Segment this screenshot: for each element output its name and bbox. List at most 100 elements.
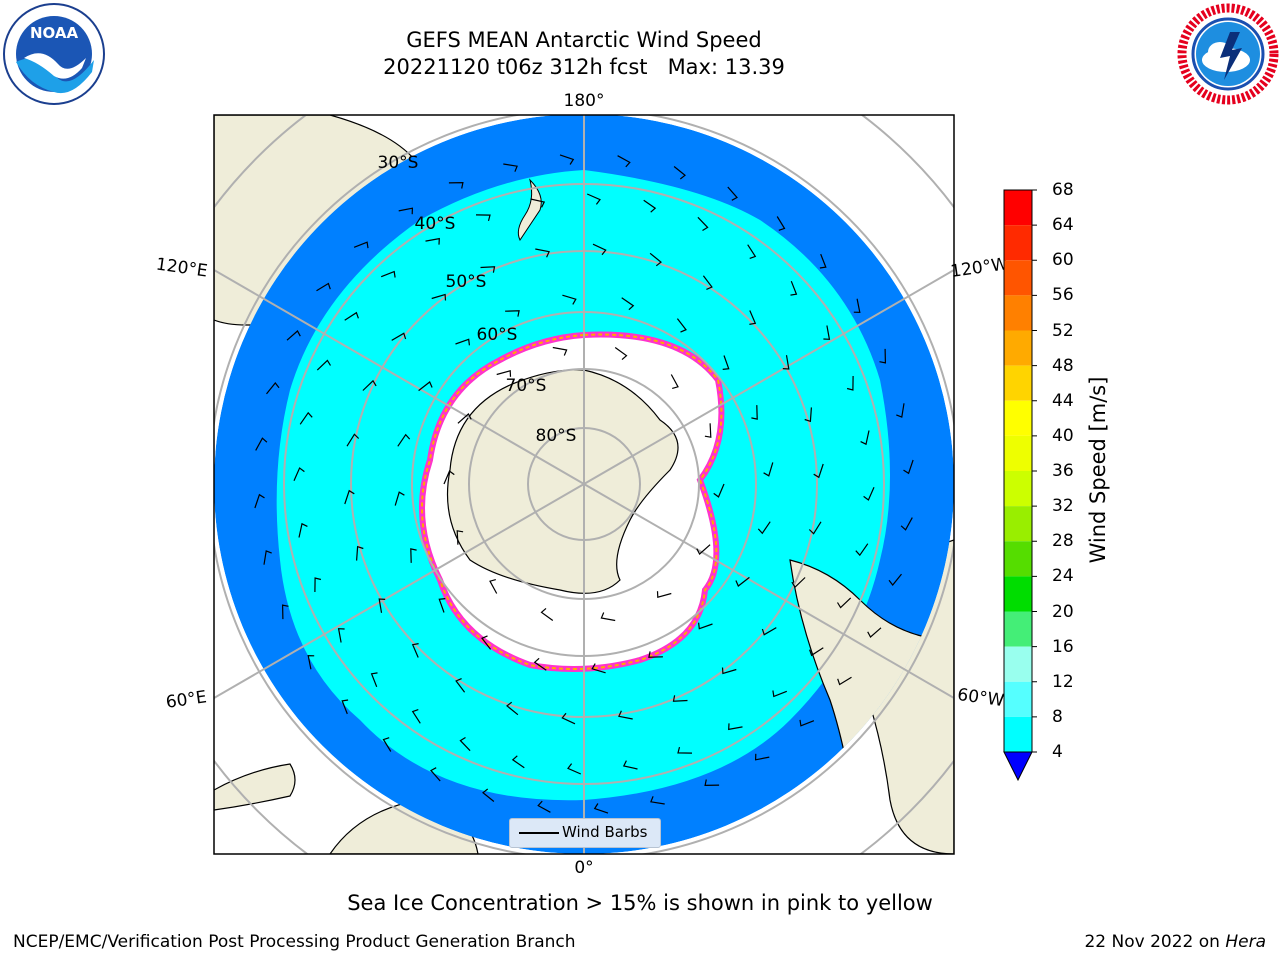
noaa-logo-icon: NOAA	[3, 3, 105, 105]
wind-barb	[443, 470, 455, 485]
wind-barb	[411, 643, 419, 658]
wind-barb	[559, 154, 575, 165]
wind-barb	[398, 207, 414, 215]
wind-barb	[600, 612, 616, 622]
wind-barb	[552, 346, 568, 356]
map-frame	[213, 114, 955, 855]
wind-barb	[561, 712, 576, 725]
colorbar-segment	[1004, 541, 1032, 577]
colorbar-tick-label: 60	[1052, 250, 1074, 271]
wind-barb	[722, 355, 730, 370]
colorbar-segment	[1004, 435, 1032, 471]
wind-barb	[836, 597, 852, 609]
nws-logo-icon	[1177, 3, 1279, 105]
colorbar-segment	[1004, 400, 1032, 436]
lat-label-70s: 70°S	[506, 376, 547, 396]
colorbar-segment	[1004, 225, 1032, 261]
wind-barb	[380, 270, 396, 278]
wind-barb	[316, 282, 331, 292]
wind-barb	[799, 719, 815, 727]
colorbar-segment	[1004, 190, 1032, 226]
wind-barb	[698, 622, 713, 630]
wind-barb	[808, 521, 822, 535]
wind-barb	[533, 657, 547, 671]
wind-barb	[813, 463, 824, 479]
wind-barb	[791, 577, 806, 589]
wind-barb	[511, 755, 525, 769]
wind-barb	[586, 193, 601, 205]
wind-barb	[670, 374, 679, 389]
graticule	[214, 115, 954, 854]
wind-barb	[735, 576, 750, 587]
lat-label-60s: 60°S	[477, 325, 518, 345]
wind-barb	[370, 672, 378, 688]
colorbar-label: Wind Speed [m/s]	[1086, 376, 1110, 564]
wind-barb	[438, 598, 446, 613]
wind-barb	[614, 347, 628, 361]
wind-barb	[344, 311, 359, 321]
colorbar-tick-label: 40	[1052, 425, 1074, 446]
legend-line-icon	[519, 832, 559, 834]
wind-barb	[648, 651, 663, 658]
footer-date: 22 Nov 2022 on Hera	[1084, 932, 1266, 952]
colorbar-segment	[1004, 471, 1032, 507]
wind-barb	[855, 543, 869, 557]
wind-barb	[457, 413, 472, 424]
wind-barb	[378, 598, 386, 613]
wind-barb	[697, 216, 709, 232]
wind-barb	[506, 701, 519, 716]
wind-barb	[591, 663, 606, 674]
wind-barb	[448, 181, 464, 189]
wind-barb	[337, 628, 345, 643]
footer-branch: NCEP/EMC/Verification Post Processing Pr…	[13, 932, 576, 952]
wind-barb	[702, 275, 713, 290]
legend-label: Wind Barbs	[562, 823, 648, 841]
wind-barb	[316, 359, 332, 371]
wind-barb	[617, 155, 631, 168]
colorbar-segment	[1004, 365, 1032, 401]
wind-barb	[757, 521, 771, 535]
wind-barb	[763, 462, 774, 477]
wind-barb	[696, 544, 711, 555]
wind-barb	[455, 678, 466, 693]
colorbar-segment	[1004, 716, 1032, 752]
colorbar-segment	[1004, 295, 1032, 331]
wind-barb	[621, 297, 635, 311]
wind-barb	[391, 332, 407, 341]
footer-host: Hera	[1225, 932, 1266, 952]
wind-barb	[298, 522, 308, 538]
wind-barb	[592, 243, 607, 256]
wind-barb	[430, 767, 441, 782]
lat-label-50s: 50°S	[446, 272, 487, 292]
wind-barb	[747, 244, 757, 259]
wind-barb	[481, 635, 492, 650]
wind-barb	[751, 405, 758, 420]
wind-barb	[410, 548, 417, 563]
wind-barb	[562, 294, 577, 305]
colorbar	[1003, 189, 1037, 782]
wind-barb	[754, 753, 770, 761]
wind-barb	[896, 403, 905, 418]
wind-barb	[293, 467, 305, 482]
wind-barb	[505, 310, 520, 317]
colorbar-tick-label: 28	[1052, 531, 1074, 552]
wind-barb	[618, 710, 633, 720]
wind-barb	[761, 627, 777, 636]
wind-barb	[846, 375, 854, 391]
wind-barb	[860, 430, 870, 446]
wind-barb	[888, 573, 902, 586]
wind-barbs-legend: Wind Barbs	[509, 818, 661, 848]
colorbar-tick-label: 36	[1052, 461, 1074, 481]
colorbar-tick-label: 8	[1052, 706, 1063, 727]
svg-text:NOAA: NOAA	[30, 24, 79, 42]
wind-barb	[900, 517, 913, 531]
colorbar-tick-label: 44	[1052, 390, 1074, 411]
wind-barb	[867, 627, 882, 638]
wind-barb	[411, 709, 421, 724]
colorbar-tick-label: 16	[1052, 636, 1074, 657]
wind-barb	[656, 591, 672, 598]
colorbar-tick-label: 20	[1052, 601, 1074, 622]
colorbar-segment	[1004, 646, 1032, 682]
wind-barb	[903, 459, 914, 475]
wind-barb	[713, 483, 725, 498]
